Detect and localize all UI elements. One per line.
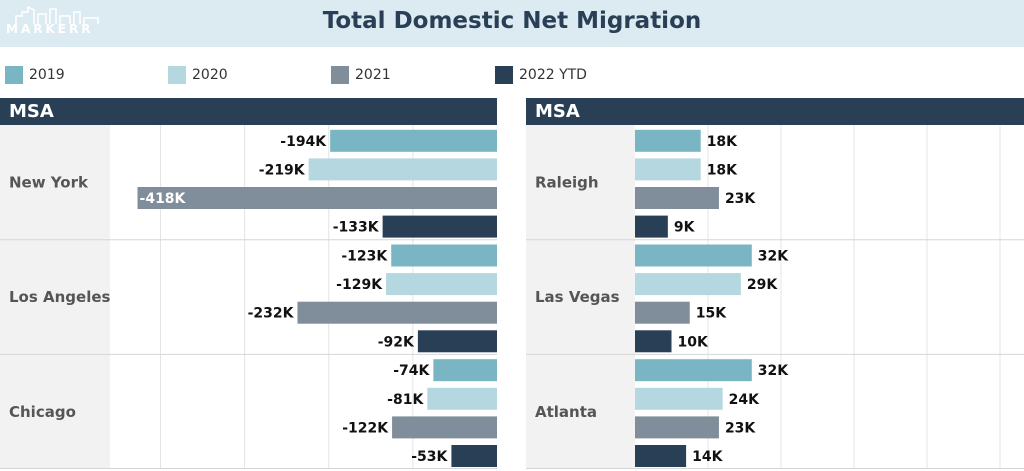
- legend-item-2020: 2020: [168, 62, 228, 88]
- bar: [137, 187, 497, 209]
- category-label: Los Angeles: [9, 288, 111, 306]
- data-label: 9K: [674, 220, 696, 236]
- bar: [635, 187, 719, 209]
- category-label: Chicago: [9, 403, 76, 421]
- logo-wordmark: MARKERR: [6, 22, 94, 36]
- category-label: Las Vegas: [535, 288, 620, 306]
- left-panel-header: MSA: [0, 98, 497, 125]
- data-label: 23K: [725, 420, 756, 436]
- data-label: -232K: [248, 306, 295, 322]
- legend-item-2021: 2021: [331, 62, 391, 88]
- legend-label: 2022 YTD: [519, 67, 587, 83]
- data-label: 10K: [678, 334, 709, 350]
- right-panel-header: MSA: [526, 98, 1024, 125]
- bar: [392, 416, 497, 439]
- data-label: 24K: [729, 392, 760, 408]
- bar: [635, 129, 701, 152]
- data-label: -92K: [378, 334, 415, 350]
- category-label: New York: [9, 173, 89, 191]
- bar: [635, 416, 719, 439]
- legend: 2019 2020 2021 2022 YTD: [0, 62, 1024, 88]
- data-label: -418K: [140, 191, 187, 207]
- bar: [308, 158, 497, 181]
- data-label: 14K: [692, 449, 723, 465]
- title-bar: MARKERR Total Domestic Net Migration: [0, 0, 1024, 47]
- markerr-logo: [15, 5, 99, 24]
- bar: [433, 359, 497, 382]
- data-label: 15K: [696, 306, 727, 322]
- data-label: -219K: [259, 162, 306, 178]
- data-label: -133K: [333, 220, 380, 236]
- legend-item-2019: 2019: [5, 62, 65, 88]
- category-label-column: [0, 125, 110, 469]
- category-label: Atlanta: [535, 403, 597, 421]
- bar: [635, 387, 723, 410]
- legend-swatch: [5, 66, 23, 84]
- legend-swatch: [168, 66, 186, 84]
- data-label: -53K: [411, 449, 448, 465]
- data-label: -122K: [342, 420, 389, 436]
- legend-label: 2019: [29, 67, 65, 83]
- bar: [635, 445, 687, 467]
- data-label: 32K: [758, 363, 789, 379]
- data-label: 18K: [707, 134, 738, 150]
- legend-label: 2021: [355, 67, 391, 83]
- data-label: -194K: [280, 134, 327, 150]
- bar: [386, 273, 497, 296]
- data-label: -81K: [387, 392, 424, 408]
- bar: [382, 215, 497, 238]
- bar: [635, 273, 741, 296]
- bar: [635, 158, 701, 181]
- bar: [635, 215, 668, 238]
- bar: [330, 129, 497, 152]
- legend-label: 2020: [192, 67, 228, 83]
- bar: [391, 244, 497, 267]
- legend-swatch: [331, 66, 349, 84]
- bar: [635, 244, 752, 267]
- chart-title: Total Domestic Net Migration: [322, 8, 702, 34]
- bar: [635, 330, 672, 353]
- category-label-column: [526, 125, 635, 469]
- legend-swatch: [495, 66, 513, 84]
- left-bar-chart: New York -194K -219K -418K -133K Los Angeles -…: [0, 125, 497, 469]
- data-label: -123K: [341, 249, 388, 265]
- bar: [451, 445, 497, 467]
- data-label: -129K: [336, 277, 383, 293]
- category-label: Raleigh: [535, 173, 599, 191]
- data-label: 29K: [747, 277, 778, 293]
- bar: [635, 301, 690, 324]
- data-label: -74K: [393, 363, 430, 379]
- data-label: 32K: [758, 249, 789, 265]
- data-label: 23K: [725, 191, 756, 207]
- right-bar-chart: Raleigh 18K 18K 23K 9K Las Vegas 32K 29K 15K 10K A…: [526, 125, 1024, 469]
- legend-item-2022-ytd: 2022 YTD: [495, 62, 587, 88]
- bar: [417, 330, 497, 353]
- bar: [297, 301, 497, 324]
- data-label: 18K: [707, 162, 738, 178]
- bar: [427, 387, 497, 410]
- bar: [635, 359, 752, 382]
